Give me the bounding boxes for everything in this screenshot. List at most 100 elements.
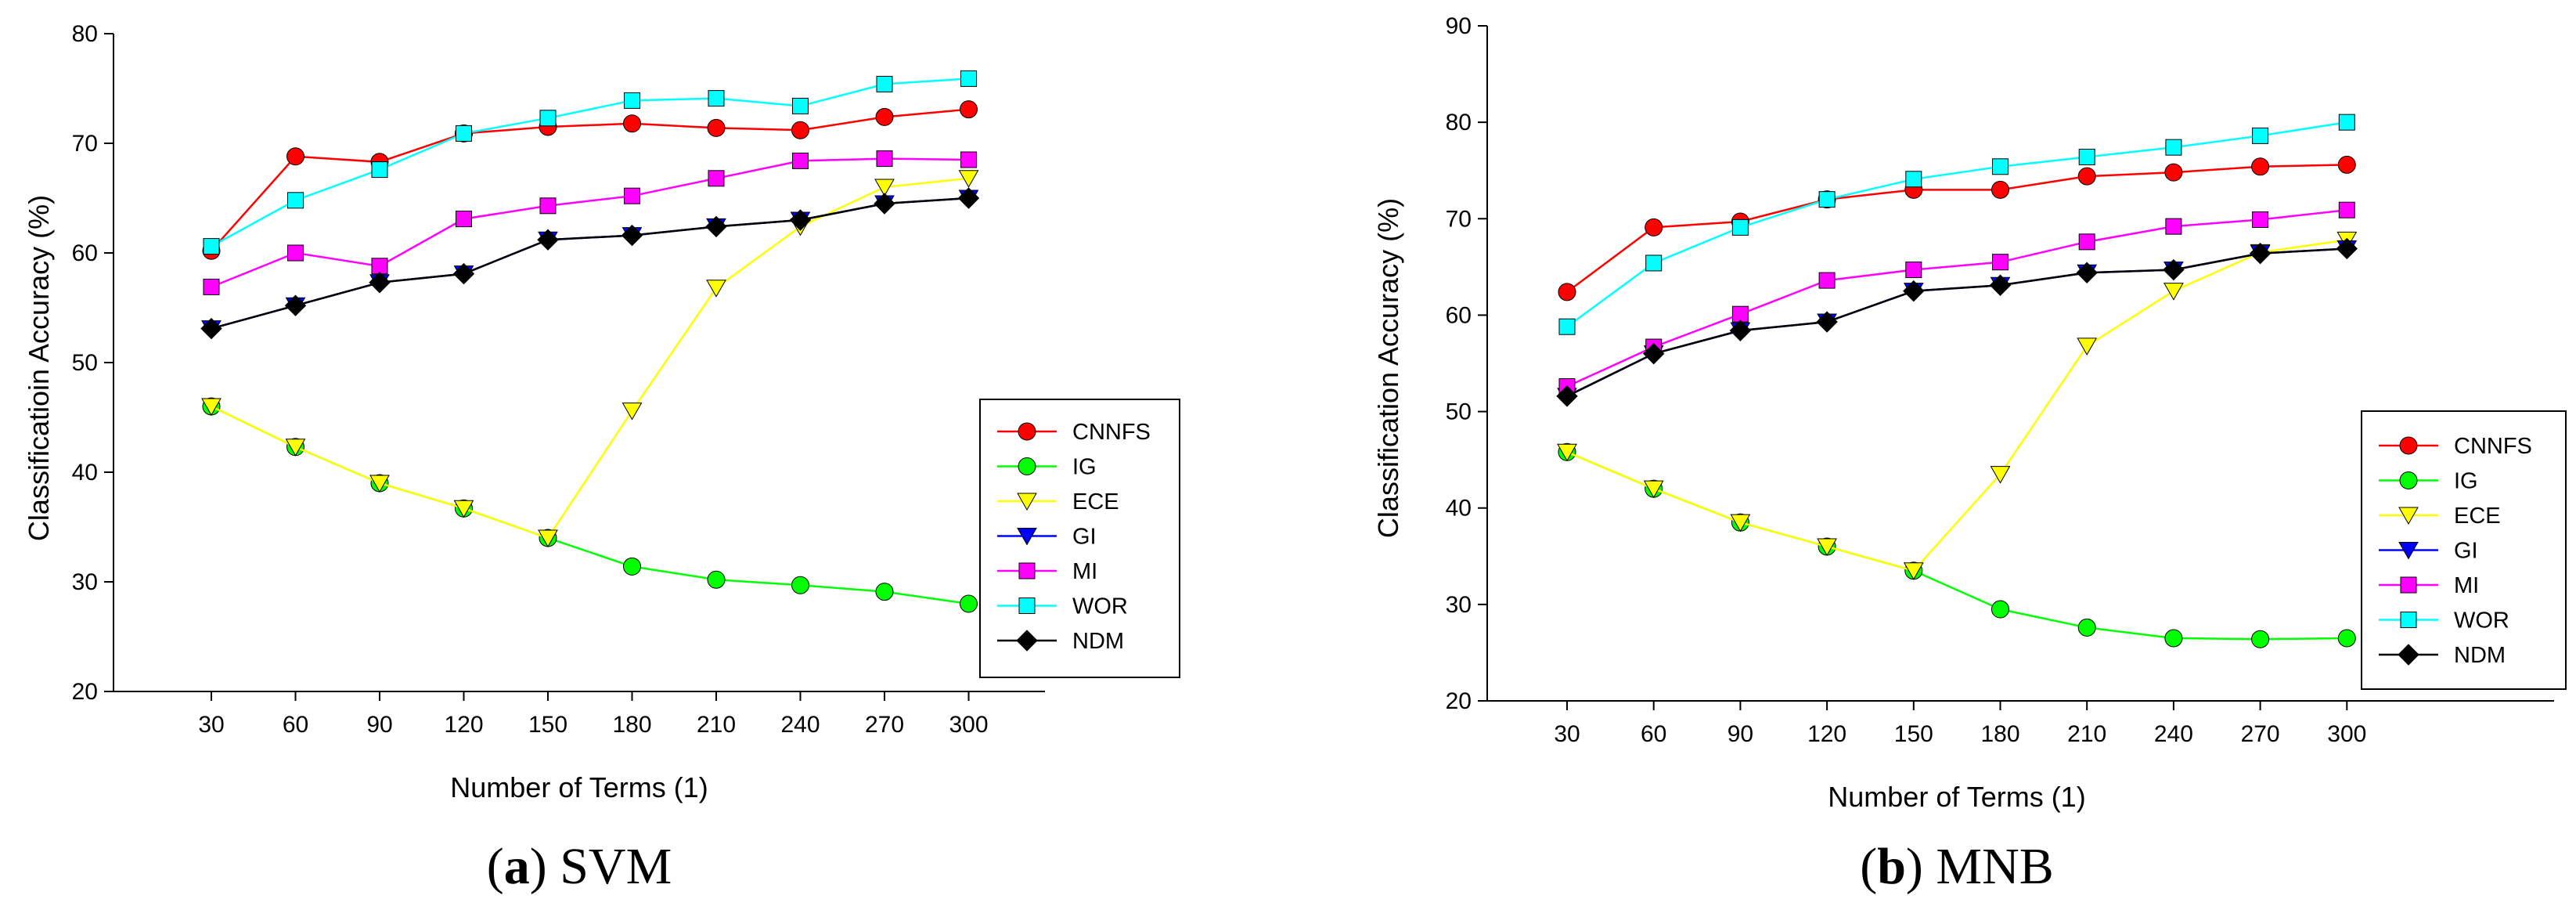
chart-svm-line-ig [211,405,969,605]
chart-mnb-point-wor [2165,139,2182,156]
chart-mnb-legend-entry-ece: ECE [2379,504,2501,529]
chart-mnb-caption-text: MNB [1936,838,2053,895]
chart-mnb-x-tick-label: 150 [1894,721,1933,747]
chart-mnb-point-wor [1992,158,2009,175]
chart-svm-legend-label-gi: GI [1072,525,1097,550]
caption-close-paren: ) [1906,838,1936,895]
chart-mnb-point-ig [1991,600,2009,619]
chart-mnb-caption-letter: b [1877,838,1906,895]
chart-svm-series-mi [203,150,977,295]
chart-svm-point-cnnfs [791,121,809,139]
chart-svm-legend-entry-mi: MI [997,559,1097,584]
chart-mnb-x-tick-label: 60 [1641,721,1666,747]
chart-svm-legend-marker-cnnfs [1018,422,1036,441]
chart-svm-y-tick-label: 60 [72,240,98,266]
chart-mnb-point-wor [2252,127,2269,144]
chart-mnb-point-mi [2338,201,2355,218]
chart-mnb-point-cnnfs [2077,167,2096,186]
chart-mnb-point-cnnfs [1645,218,1663,236]
chart-svm-series-ndm [200,187,980,340]
chart-svm-point-ig [960,594,978,613]
chart-svm-point-wor [876,75,893,92]
chart-svm-point-ndm [284,294,307,316]
chart-svm-point-wor [539,110,557,127]
chart-svm-point-wor [792,97,809,114]
chart-mnb-x-tick-label: 270 [2241,721,2280,747]
chart-svm-legend-marker-ig [1018,457,1036,475]
chart-svm-point-ece [369,475,390,493]
chart-mnb-point-ece [2163,283,2184,301]
chart-mnb-point-wor [2078,148,2095,165]
chart-mnb-axes: 20 30 40 50 60 70 80 90 30 60 90 120 150 180 210 240 270… [1446,13,2554,747]
chart-mnb-line-ece [1566,239,2347,572]
chart-mnb-caption: (b) MNB [1860,838,2054,895]
chart-svm-point-ece [201,398,222,417]
chart-svm-legend-label-ig: IG [1072,455,1097,480]
chart-mnb-series-mi [1558,201,2355,395]
chart-svm-line-ece [211,177,969,540]
chart-mnb-point-ndm [2249,242,2272,265]
chart-mnb-legend-entry-ig: IG [2379,469,2478,494]
chart-svm-caption: (a) SVM [487,838,672,895]
chart-svm-point-ece [285,439,306,457]
chart-svm-line-mi [211,157,969,288]
chart-mnb-series-wor [1558,114,2355,335]
chart-svm-point-wor [456,125,472,142]
chart-mnb-point-wor [1731,218,1749,236]
chart-svm-point-ece [958,170,979,188]
chart-svm-point-ig [707,570,726,589]
chart-mnb-line-gi [1566,247,2347,397]
chart-mnb-x-tick-label: 300 [2327,721,2366,747]
chart-mnb-line-ndm [1566,247,2347,397]
chart-svm-series-ig [202,397,978,613]
chart-mnb-point-ndm [1556,385,1578,407]
chart-svm-point-mi [287,244,304,262]
chart-mnb-y-tick-label: 70 [1446,206,1472,232]
chart-svm-line-gi [211,197,969,330]
chart-mnb-legend-marker-ndm [2398,644,2419,666]
chart-mnb-legend-label-ece: ECE [2454,504,2501,529]
chart-svm-series [200,70,980,613]
chart-svm-legend-label-ece: ECE [1072,489,1119,514]
chart-mnb-point-ndm [1816,311,1838,333]
chart-mnb-x-tick-label: 90 [1728,721,1753,747]
chart-svm-legend-marker-ece [1017,493,1037,511]
chart-svm-point-mi [960,151,977,168]
chart-svm-x-tick-label: 180 [612,712,651,738]
chart-mnb-point-ece [1817,538,1837,556]
chart-mnb-legend-marker-cnnfs [2399,436,2418,455]
chart-mnb-series-ndm [1556,237,2358,407]
chart-mnb-y-tick-label: 20 [1446,688,1472,714]
chart-svm-point-ig [791,576,809,594]
chart-svm-point-ndm [705,215,727,238]
chart-svm-point-wor [287,192,304,209]
chart-svm-axes: 20 30 40 50 60 70 80 30 60 90 120 150 180 210 240 270 30… [72,21,1045,738]
chart-svm-point-ndm [452,262,475,285]
chart-svm: 20 30 40 50 60 70 80 30 60 90 120 150 180 210 240 270 30… [23,21,1180,895]
chart-svm-legend-marker-mi [1018,562,1036,579]
chart-mnb-legend-entry-ndm: NDM [2379,643,2506,668]
chart-mnb-point-cnnfs [2337,155,2356,174]
chart-svm-point-wor [624,92,640,109]
chart-mnb-point-ndm [2336,237,2358,260]
chart-mnb-y-tick-label: 30 [1446,592,1472,618]
chart-svm-point-mi [876,150,893,168]
chart-mnb-point-cnnfs [2164,163,2183,182]
chart-mnb-y-tick-label: 80 [1446,110,1472,135]
chart-svm-x-tick-label: 270 [865,712,904,738]
chart-svm-point-mi [708,170,725,187]
chart-mnb-point-ece [1990,466,2011,484]
chart-mnb-series [1556,114,2358,648]
chart-svm-series-ece [201,170,979,548]
chart-svm-x-tick-label: 300 [949,712,988,738]
caption-open-paren: ( [1860,838,1877,895]
chart-svm-point-cnnfs [707,118,726,137]
chart-svm-y-tick-label: 30 [72,569,98,595]
chart-mnb-point-ndm [1903,280,1925,302]
chart-mnb-point-mi [1905,262,1922,279]
chart-mnb-point-ig [2251,630,2270,648]
chart-svm-point-mi [624,187,640,204]
chart-mnb-line-cnnfs [1566,164,2347,293]
chart-mnb-point-mi [1818,272,1836,289]
chart-mnb-x-axis-label: Number of Terms (1) [1828,781,2085,813]
